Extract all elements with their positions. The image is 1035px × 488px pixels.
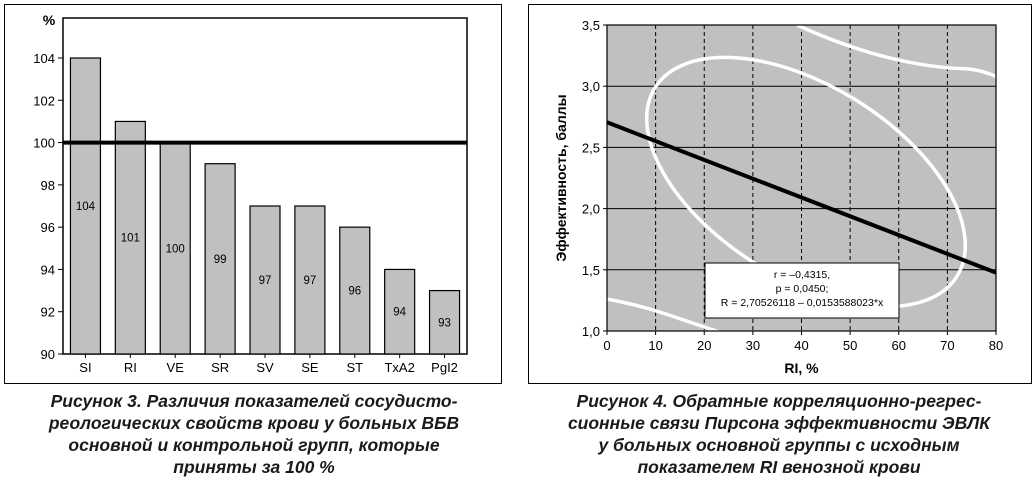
bar [294,205,326,355]
x-tick-label: SR [211,360,229,375]
bar-data-label: 100 [166,243,185,255]
bar-data-label: 97 [259,275,272,287]
x-tick-label: 70 [940,338,954,353]
x-tick-label: 80 [989,338,1003,353]
y-tick-label: 104 [33,51,55,66]
x-tick-label: 30 [746,338,760,353]
figure4-caption: Рисунок 4. Обратные корреляционно-регрес… [528,390,1030,478]
x-tick-label: RI [124,360,137,375]
bar-data-label: 104 [76,201,96,213]
x-tick-label: SE [301,360,319,375]
figure3-frame: 90 92 94 96 98 100 102 104% 104 SI 101 RI 100 VE 99 SR 9… [4,4,502,384]
y-tick-label: 92 [41,305,55,320]
scatter-chart: r = –0,4315, p = 0,0450; R = 2,70526118 – … [553,18,1003,376]
bar [204,163,236,355]
y-axis-title: % [43,12,56,28]
y-tick-label: 1,5 [582,263,600,278]
bar-data-label: 99 [214,254,227,266]
bar-data-label: 96 [348,286,361,298]
x-tick-label: TxA2 [384,360,414,375]
y-tick-label: 96 [41,220,55,235]
figure3-caption: Рисунок 3. Различия показателей сосудист… [4,390,504,478]
y-tick-label: 1,0 [582,324,600,339]
y-tick-label: 100 [33,136,55,151]
x-tick-label: ST [346,360,363,375]
annotation-box [704,262,900,319]
y-tick-label: 2,5 [582,140,600,155]
annotation-line: r = –0,4315, [774,269,830,281]
bar-chart: 90 92 94 96 98 100 102 104% 104 SI 101 RI 100 VE 99 SR 9… [33,12,468,375]
caption-line: сионные связи Пирсона эффективности ЭВЛК [567,413,991,433]
bar-data-label: 101 [121,233,140,245]
x-axis-title: RI, % [784,360,819,376]
caption-line: Рисунок 4. Обратные корреляционно-регрес… [576,391,982,411]
x-tick-label: 20 [697,338,711,353]
caption-line: приняты за 100 % [173,457,335,477]
x-tick-label: 50 [843,338,857,353]
y-tick-label: 3,0 [582,79,600,94]
y-tick-label: 2,0 [582,202,600,217]
x-tick-label: 10 [648,338,662,353]
y-tick-label: 90 [41,347,55,362]
bar [339,226,371,355]
y-tick-label: 98 [41,178,55,193]
y-axis-title: Эффективность, баллы [553,94,569,261]
bar [114,120,146,355]
caption-line: основной и контрольной групп, которые [68,435,440,455]
caption-line: показателем RI венозной крови [637,457,921,477]
x-tick-label: 60 [892,338,906,353]
bar [384,268,416,355]
x-tick-label: SI [79,360,91,375]
bar-data-label: 93 [438,317,451,329]
bar [159,141,191,355]
x-tick-label: VE [167,360,185,375]
y-tick-label: 3,5 [582,18,600,33]
caption-line: у больных основной группы с исходным [598,435,960,455]
annotation-line: p = 0,0450; [776,283,829,295]
x-tick-label: PgI2 [431,360,458,375]
x-tick-label: 40 [794,338,808,353]
lower-prediction-curve [607,297,720,331]
upper-prediction-curve [796,25,996,79]
x-tick-label: SV [256,360,274,375]
figure4-frame: r = –0,4315, p = 0,0450; R = 2,70526118 – … [528,4,1032,384]
x-tick-label: 0 [603,338,610,353]
y-tick-label: 94 [41,262,55,277]
caption-line: Рисунок 3. Различия показателей сосудист… [50,391,458,411]
y-tick-label: 102 [33,93,55,108]
regression-line [607,120,996,275]
bar-data-label: 94 [393,307,406,319]
bar-data-label: 97 [303,275,316,287]
annotation-line: R = 2,70526118 – 0,0153588023*x [721,297,884,309]
caption-line: реологических свойств крови у больных ВБ… [48,413,460,433]
